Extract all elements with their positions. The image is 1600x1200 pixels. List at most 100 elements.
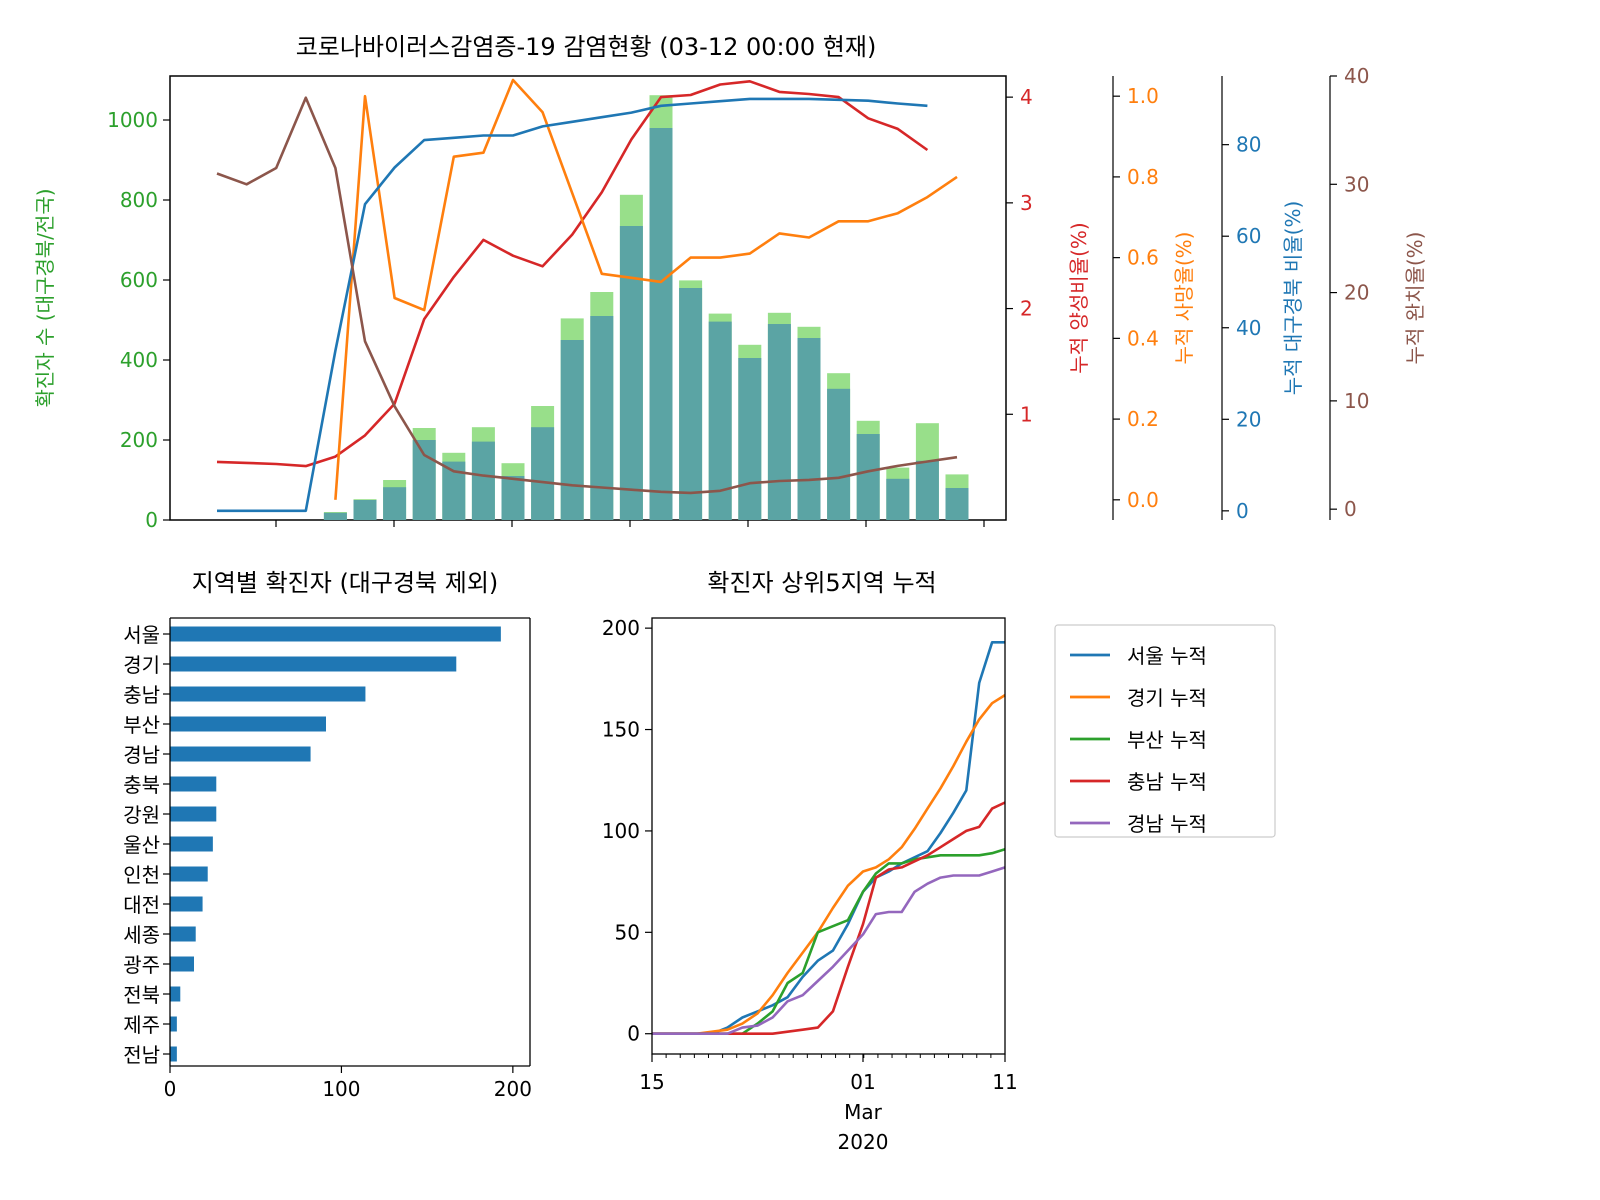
daegu-ratio-tick-label: 40 — [1236, 316, 1261, 340]
legend-label: 경기 누적 — [1127, 686, 1207, 710]
death-rate-axis-label: 누적 사망율(%) — [1172, 232, 1196, 365]
top5-y-tick-label: 0 — [627, 1022, 640, 1046]
top-lines — [216, 78, 958, 513]
positive-rate-tick-label: 2 — [1020, 297, 1033, 321]
positive-rate-tick-label: 4 — [1020, 85, 1033, 109]
region-bar — [170, 806, 217, 822]
region-bar-chart: 지역별 확진자 (대구경북 제외) 서울경기충남부산경남충북강원울산인천대전세종… — [123, 569, 532, 1101]
legend-box — [1054, 624, 1276, 838]
top-y-tick-label: 600 — [120, 268, 158, 292]
region-label: 인천 — [123, 863, 160, 887]
positive-rate-line — [216, 80, 929, 468]
top-y-tick-label: 800 — [120, 188, 158, 212]
region-x-tick-label: 0 — [164, 1077, 177, 1101]
region-label: 세종 — [123, 923, 160, 947]
region-x-tick-label: 100 — [322, 1077, 360, 1101]
daegu-ratio-tick-label: 80 — [1236, 133, 1261, 157]
region-chart-title: 지역별 확진자 (대구경북 제외) — [192, 569, 499, 597]
daegu-ratio-tick-label: 0 — [1236, 499, 1249, 523]
region-label: 경남 — [123, 743, 160, 767]
top-y-label: 확진자 수 (대구경북/전국) — [33, 188, 57, 407]
positive-rate-tick-label: 3 — [1020, 191, 1033, 215]
bar-daegu-gyeongbuk — [531, 427, 555, 520]
region-label: 울산 — [123, 833, 160, 857]
region-label: 강원 — [123, 803, 160, 827]
bar-daegu-gyeongbuk — [619, 226, 643, 520]
bar-daegu-gyeongbuk — [590, 316, 614, 520]
region-bar — [170, 686, 366, 702]
bar-daegu-gyeongbuk — [442, 461, 466, 520]
region-bar — [170, 956, 194, 972]
region-bar — [170, 746, 311, 762]
death-rate-tick-label: 1.0 — [1127, 84, 1159, 108]
top-left-axis: 0 200 400 600 800 1000 — [107, 108, 170, 532]
bar-daegu-gyeongbuk — [501, 476, 525, 520]
death-rate-tick-label: 0.0 — [1127, 488, 1159, 512]
death-rate-tick-label: 0.6 — [1127, 246, 1159, 270]
region-x-tick-label: 200 — [494, 1077, 532, 1101]
daegu-ratio-tick-label: 60 — [1236, 224, 1261, 248]
bar-daegu-gyeongbuk — [827, 388, 851, 520]
top5-x-tick-label: 01 — [850, 1070, 875, 1094]
legend-label: 부산 누적 — [1127, 728, 1207, 752]
top-y-tick-label: 0 — [145, 508, 158, 532]
daegu-ratio-tick-label: 20 — [1236, 407, 1261, 431]
death-rate-tick-label: 0.2 — [1127, 407, 1159, 431]
top5-plot-area — [651, 617, 1006, 1055]
top5-series-line — [652, 641, 1005, 1035]
region-bar — [170, 776, 217, 792]
top5-x-sublabel-year: 2020 — [838, 1130, 889, 1154]
top-y-tick-label: 200 — [120, 428, 158, 452]
death-rate-tick-label: 0.4 — [1127, 326, 1159, 350]
top-chart-plot-area — [169, 75, 1007, 521]
secondary-axes: 1 2 3 4 누적 양성비율(%) 0.0 0.2 0.4 0.6 0.8 1.0 누적 사망율(%… — [1006, 64, 1427, 523]
bar-daegu-gyeongbuk — [679, 288, 703, 520]
top-chart: 코로나바이러스감염증-19 감염현황 (03-12 00:00 현재) 0200… — [33, 33, 1427, 532]
legend-label: 경남 누적 — [1127, 812, 1207, 836]
recovery-rate-tick-label: 30 — [1344, 172, 1369, 196]
region-label: 충북 — [123, 773, 160, 797]
top-bars — [323, 95, 969, 521]
top5-x-sublabel-month: Mar — [844, 1100, 883, 1124]
region-label: 대전 — [123, 893, 160, 917]
top5-series-line — [652, 693, 1006, 1035]
top-x-ticks — [275, 520, 985, 527]
region-label: 서울 — [123, 623, 160, 647]
bar-daegu-gyeongbuk — [856, 434, 880, 520]
region-bar — [170, 656, 457, 672]
top5-chart-title: 확진자 상위5지역 누적 — [707, 569, 936, 597]
region-label: 경기 — [123, 653, 160, 677]
region-bars — [170, 626, 501, 1062]
daegu-ratio-line — [217, 97, 928, 513]
bar-daegu-gyeongbuk — [886, 478, 910, 520]
top5-series-line — [652, 866, 1006, 1035]
region-label: 광주 — [123, 953, 160, 977]
top-y-tick-label: 400 — [120, 348, 158, 372]
bar-daegu-gyeongbuk — [560, 340, 584, 520]
region-label: 충남 — [123, 683, 160, 707]
bar-daegu-gyeongbuk — [797, 338, 821, 520]
region-label: 전남 — [123, 1043, 160, 1067]
bar-daegu-gyeongbuk — [915, 460, 939, 520]
bar-daegu-gyeongbuk — [412, 440, 436, 520]
bar-daegu-gyeongbuk — [383, 487, 407, 520]
bar-daegu-gyeongbuk — [471, 441, 495, 520]
region-bar — [170, 866, 208, 882]
region-bar — [170, 1046, 177, 1062]
bar-daegu-gyeongbuk — [738, 358, 762, 520]
bar-daegu-gyeongbuk — [945, 488, 969, 520]
bar-daegu-gyeongbuk — [353, 500, 377, 520]
positive-rate-axis-label: 누적 양성비율(%) — [1067, 222, 1091, 373]
recovery-rate-tick-label: 20 — [1344, 281, 1369, 305]
region-label: 제주 — [123, 1013, 160, 1037]
recovery-rate-line — [216, 96, 958, 495]
region-bar — [170, 896, 203, 912]
recovery-rate-axis-label: 누적 완치율(%) — [1403, 232, 1427, 365]
bar-daegu-gyeongbuk — [708, 321, 732, 520]
recovery-rate-tick-label: 0 — [1344, 497, 1357, 521]
top-chart-title: 코로나바이러스감염증-19 감염현황 (03-12 00:00 현재) — [296, 33, 877, 61]
region-bar — [170, 836, 213, 852]
